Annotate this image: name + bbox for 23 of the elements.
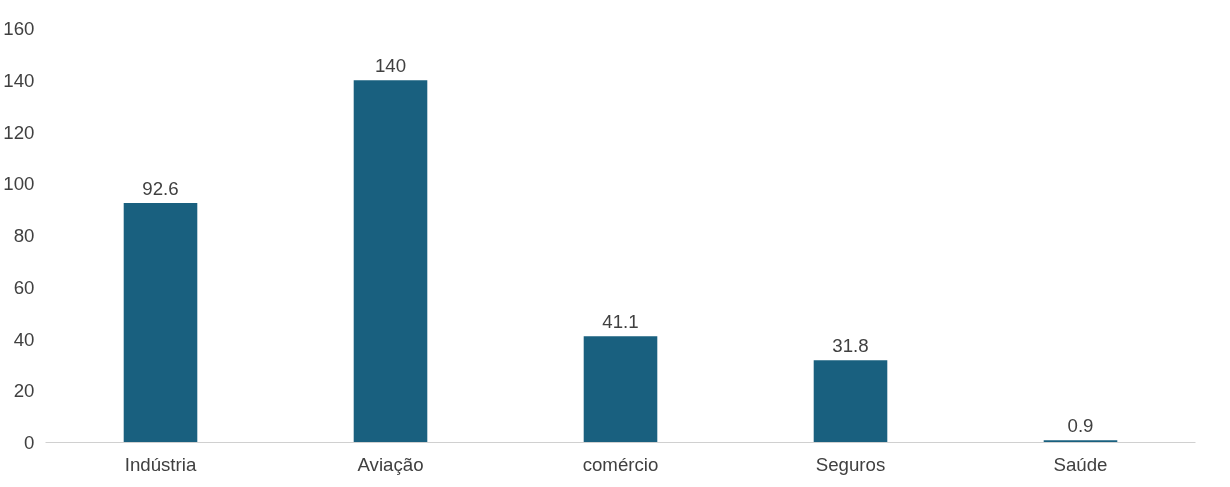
data-label: 0.9 [1067, 415, 1094, 437]
y-tick-label: 160 [3, 18, 35, 39]
data-label: 92.6 [142, 177, 179, 199]
data-label: 140 [374, 55, 407, 77]
y-tick-label: 20 [13, 380, 35, 402]
x-tick-label: Aviação [357, 453, 424, 475]
bar [353, 80, 428, 443]
x-tick-label: comércio [582, 453, 659, 475]
y-tick-label: 140 [3, 69, 35, 91]
data-label: 41.1 [602, 311, 639, 333]
y-tick-label: 0 [24, 432, 35, 453]
data-label: 31.8 [832, 335, 869, 357]
x-tick-label: Indústria [124, 453, 197, 475]
y-tick-label: 60 [13, 276, 35, 298]
y-tick-label: 120 [3, 121, 35, 143]
y-tick-label: 100 [3, 173, 35, 195]
y-tick-label: 80 [13, 225, 35, 246]
x-tick-label: Seguros [815, 453, 886, 475]
x-tick-label: Saúde [1053, 453, 1108, 475]
bar [123, 202, 198, 443]
bar [583, 336, 658, 443]
y-tick-label: 40 [13, 328, 35, 350]
bar [813, 360, 888, 443]
